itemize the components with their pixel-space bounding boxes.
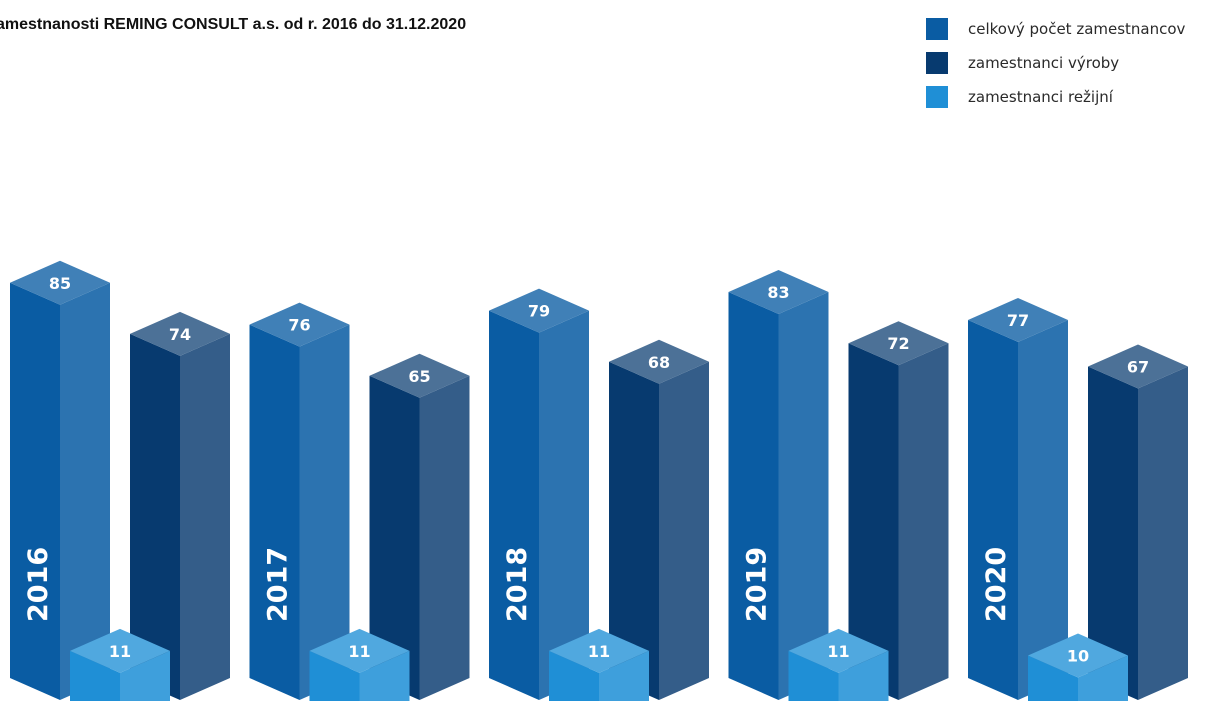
value-label-2018-total: 79 xyxy=(528,302,550,321)
bar-top-2020-overhead xyxy=(1028,633,1128,678)
category-label-2017: 2017 xyxy=(263,547,294,622)
category-label-2020: 2020 xyxy=(981,547,1012,622)
bar-top-2016-overhead xyxy=(70,628,170,673)
bar-front-2018-total xyxy=(489,310,539,700)
bar-top-2020-total xyxy=(968,297,1068,342)
bar-top-2018-overhead xyxy=(549,628,649,673)
category-label-2016: 2016 xyxy=(23,547,54,622)
legend-label-production: zamestnanci výroby xyxy=(968,54,1120,72)
bar-front-2020-overhead xyxy=(1028,655,1078,701)
bar-front-2016-production xyxy=(130,333,180,700)
bar-top-2017-overhead xyxy=(309,628,410,673)
bar-front-2017-total xyxy=(249,324,300,700)
value-label-2016-total: 85 xyxy=(49,274,71,293)
bar-top-2017-total xyxy=(249,302,350,347)
bar-side-2016-overhead xyxy=(120,650,170,701)
bar-front-2019-overhead xyxy=(788,650,839,701)
legend-swatch-overhead xyxy=(926,86,948,108)
bar-side-2018-overhead xyxy=(599,650,649,701)
legend-item-total: celkový počet zamestnancov xyxy=(926,18,1185,40)
value-label-2017-total: 76 xyxy=(288,316,310,335)
legend-swatch-production xyxy=(926,52,948,74)
bar-front-2016-total xyxy=(10,282,60,700)
bar-front-2020-total xyxy=(968,319,1018,700)
bar-top-2016-total xyxy=(10,260,110,305)
bar-front-2019-production xyxy=(848,343,899,700)
value-label-2019-total: 83 xyxy=(767,283,789,302)
bar-side-2017-total xyxy=(299,324,350,700)
value-label-2020-production: 67 xyxy=(1127,357,1149,376)
bar-top-2019-production xyxy=(848,321,949,366)
bar-top-2017-production xyxy=(369,353,470,398)
value-label-2016-overhead: 11 xyxy=(109,642,131,661)
bar-side-2017-production xyxy=(419,375,470,700)
bar-front-2017-production xyxy=(369,375,420,700)
bar-top-2016-production xyxy=(130,311,230,356)
chart-title: zamestnanosti REMING CONSULT a.s. od r. … xyxy=(0,16,467,33)
legend-item-overhead: zamestnanci režijní xyxy=(926,86,1185,108)
bar-side-2019-total xyxy=(778,292,829,700)
bar-side-2016-total xyxy=(60,282,110,700)
legend-label-overhead: zamestnanci režijní xyxy=(968,88,1113,106)
value-label-2017-production: 65 xyxy=(408,367,430,386)
bar-front-2016-overhead xyxy=(70,650,120,701)
bar-top-2019-total xyxy=(728,270,829,315)
value-label-2016-production: 74 xyxy=(169,325,191,344)
legend-swatch-total xyxy=(926,18,948,40)
bar-top-2018-total xyxy=(489,288,589,333)
legend: celkový počet zamestnancov zamestnanci v… xyxy=(926,18,1185,120)
category-label-2018: 2018 xyxy=(502,547,533,622)
value-label-2019-production: 72 xyxy=(887,334,909,353)
value-label-2018-production: 68 xyxy=(648,353,670,372)
bar-side-2020-total xyxy=(1018,319,1068,700)
bar-side-2020-overhead xyxy=(1078,655,1128,701)
bar-front-2018-overhead xyxy=(549,650,599,701)
bar-top-2020-production xyxy=(1088,344,1188,389)
value-label-2019-overhead: 11 xyxy=(827,642,849,661)
bar-front-2018-production xyxy=(609,361,659,700)
legend-item-production: zamestnanci výroby xyxy=(926,52,1185,74)
bar-front-2017-overhead xyxy=(309,650,360,701)
bar-front-2020-production xyxy=(1088,366,1138,700)
value-label-2020-overhead: 10 xyxy=(1067,647,1089,666)
bar-side-2020-production xyxy=(1138,366,1188,700)
bar-side-2018-production xyxy=(659,361,709,700)
bar-side-2019-overhead xyxy=(838,650,889,701)
bar-side-2016-production xyxy=(180,333,230,700)
bar-side-2018-total xyxy=(539,310,589,700)
legend-label-total: celkový počet zamestnancov xyxy=(968,20,1186,38)
bar-top-2018-production xyxy=(609,339,709,384)
category-label-2019: 2019 xyxy=(742,547,773,622)
value-label-2018-overhead: 11 xyxy=(588,642,610,661)
bar-side-2017-overhead xyxy=(359,650,410,701)
value-label-2017-overhead: 11 xyxy=(348,642,370,661)
value-label-2020-total: 77 xyxy=(1007,311,1029,330)
bar-front-2019-total xyxy=(728,292,779,700)
bar-top-2019-overhead xyxy=(788,628,889,673)
bar-side-2019-production xyxy=(898,343,949,700)
